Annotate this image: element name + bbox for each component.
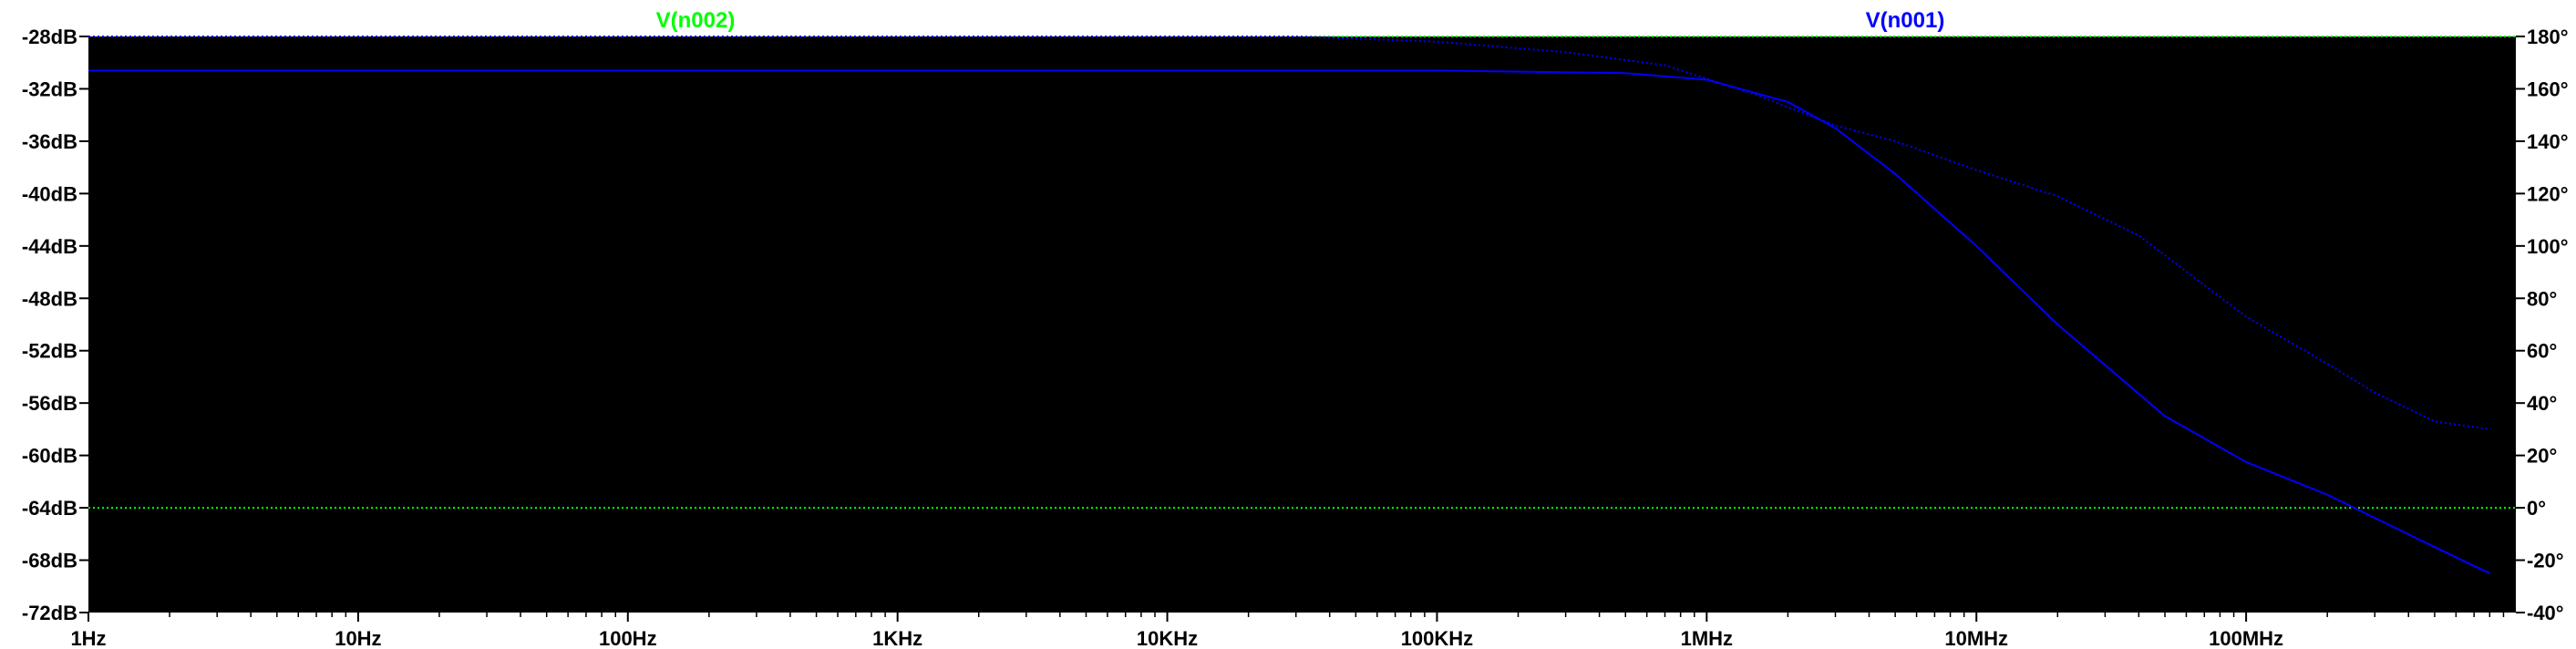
phase-tick-label: 120° [2527,182,2569,205]
phase-tick-label: 0° [2527,497,2546,520]
magnitude-tick-label: -44dB [22,235,77,258]
magnitude-tick-label: -68dB [22,550,77,572]
phase-tick-label: 20° [2527,445,2557,468]
series-layer [88,36,2516,574]
legend-entry: V(n002) [656,8,736,33]
magnitude-axis: -28dB -32dB -36dB -40dB -44dB -48dB -52dB -56dB… [22,26,88,624]
phase-tick-label: 80° [2527,287,2557,310]
magnitude-tick-label: -60dB [22,445,77,468]
frequency-tick-label: 1KHz [872,627,922,649]
magnitude-tick-label: -28dB [22,26,77,48]
magnitude-tick-label: -40dB [22,182,77,205]
magnitude-tick-label: -48dB [22,287,77,310]
phase-tick-label: 160° [2527,77,2569,100]
frequency-tick-label: 10MHz [1944,627,2008,649]
legend: V(n002) V(n001) [656,8,1945,33]
phase-axis: 180° 160° 140° 120° 100° 80° 60° 40° 20° 0° -20° -4… [2516,26,2569,624]
phase-tick-label: 60° [2527,340,2557,363]
frequency-tick-label: 1Hz [70,627,106,649]
magnitude-tick-label: -36dB [22,130,77,153]
magnitude-tick-label: -72dB [22,602,77,624]
phase-tick-label: 180° [2527,26,2569,48]
frequency-tick-label: 10KHz [1137,627,1198,649]
frequency-axis: 1Hz 10Hz 100Hz 1KHz 10KHz 100KHz 1MHz 10MHz 100M… [70,613,2505,649]
series-magnitude-line [88,69,2490,574]
phase-tick-label: 100° [2527,235,2569,258]
legend-entry: V(n001) [1866,8,1945,33]
frequency-tick-label: 100MHz [2209,627,2283,649]
series-phase-line [88,36,2490,430]
magnitude-tick-label: -64dB [22,497,77,520]
phase-tick-label: 140° [2527,130,2569,153]
frequency-tick-label: 100Hz [599,627,657,649]
phase-tick-label: 40° [2527,392,2557,415]
frequency-tick-label: 10Hz [335,627,381,649]
phase-tick-label: -40° [2527,602,2564,624]
magnitude-tick-label: -56dB [22,392,77,415]
plot-area [88,36,2516,613]
magnitude-tick-label: -52dB [22,340,77,363]
frequency-tick-label: 100KHz [1401,627,1473,649]
magnitude-tick-label: -32dB [22,77,77,100]
phase-tick-label: -20° [2527,550,2564,572]
frequency-tick-label: 1MHz [1681,627,1733,649]
